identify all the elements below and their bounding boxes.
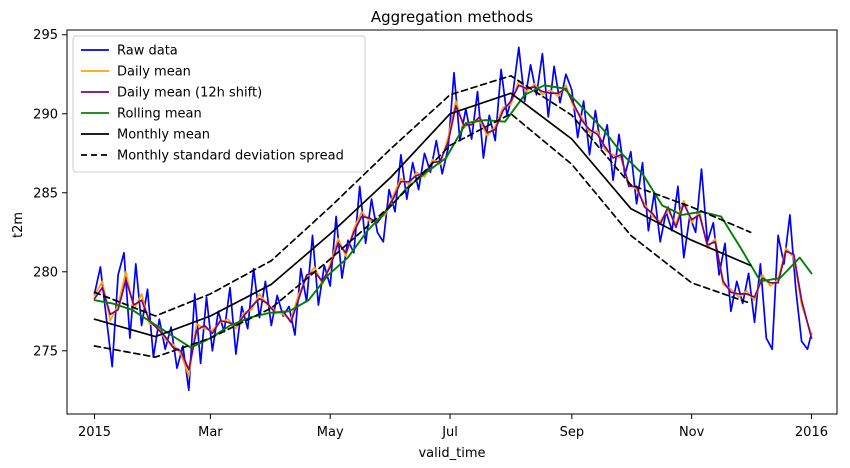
legend-label: Monthly standard deviation spread bbox=[117, 149, 344, 164]
series-std-lower-line bbox=[93, 112, 752, 358]
legend-label: Rolling mean bbox=[117, 107, 202, 122]
legend-label: Daily mean bbox=[117, 65, 191, 80]
series-daily-mean-12h-shift-line bbox=[93, 84, 813, 371]
legend-box bbox=[72, 35, 366, 173]
series-std-upper-line bbox=[93, 74, 752, 317]
y-tick-label: 295 bbox=[33, 28, 58, 43]
series-raw-data-line bbox=[93, 46, 813, 392]
axis-ticks: 275 280 285 290 295 2015 Mar May Jul Sep Nov 2016 bbox=[33, 28, 828, 440]
x-axis-label: valid_time bbox=[418, 446, 485, 461]
x-tick-label: Nov bbox=[679, 425, 705, 440]
y-tick-label: 275 bbox=[33, 344, 58, 359]
legend: Raw data Daily mean Daily mean (12h shift)… bbox=[72, 35, 366, 173]
y-tick-label: 285 bbox=[33, 186, 58, 201]
chart-title: Aggregation methods bbox=[371, 8, 534, 26]
x-tick-label: May bbox=[317, 425, 344, 440]
legend-label: Raw data bbox=[117, 44, 178, 59]
x-tick-label: Sep bbox=[560, 425, 585, 440]
y-axis-label: t2m bbox=[11, 212, 26, 238]
series-group bbox=[93, 46, 813, 392]
series-daily-mean-line bbox=[93, 79, 813, 377]
legend-label: Daily mean (12h shift) bbox=[117, 86, 262, 101]
series-monthly-mean-line bbox=[93, 92, 752, 338]
x-tick-label: Mar bbox=[198, 425, 223, 440]
legend-label: Monthly mean bbox=[117, 128, 210, 143]
x-tick-label: 2016 bbox=[795, 425, 828, 440]
plot-frame bbox=[66, 29, 838, 415]
plot-area bbox=[66, 29, 838, 415]
y-tick-label: 280 bbox=[33, 265, 58, 280]
x-tick-label: 2015 bbox=[78, 425, 111, 440]
y-tick-label: 290 bbox=[33, 107, 58, 122]
x-tick-label: Jul bbox=[441, 425, 458, 440]
